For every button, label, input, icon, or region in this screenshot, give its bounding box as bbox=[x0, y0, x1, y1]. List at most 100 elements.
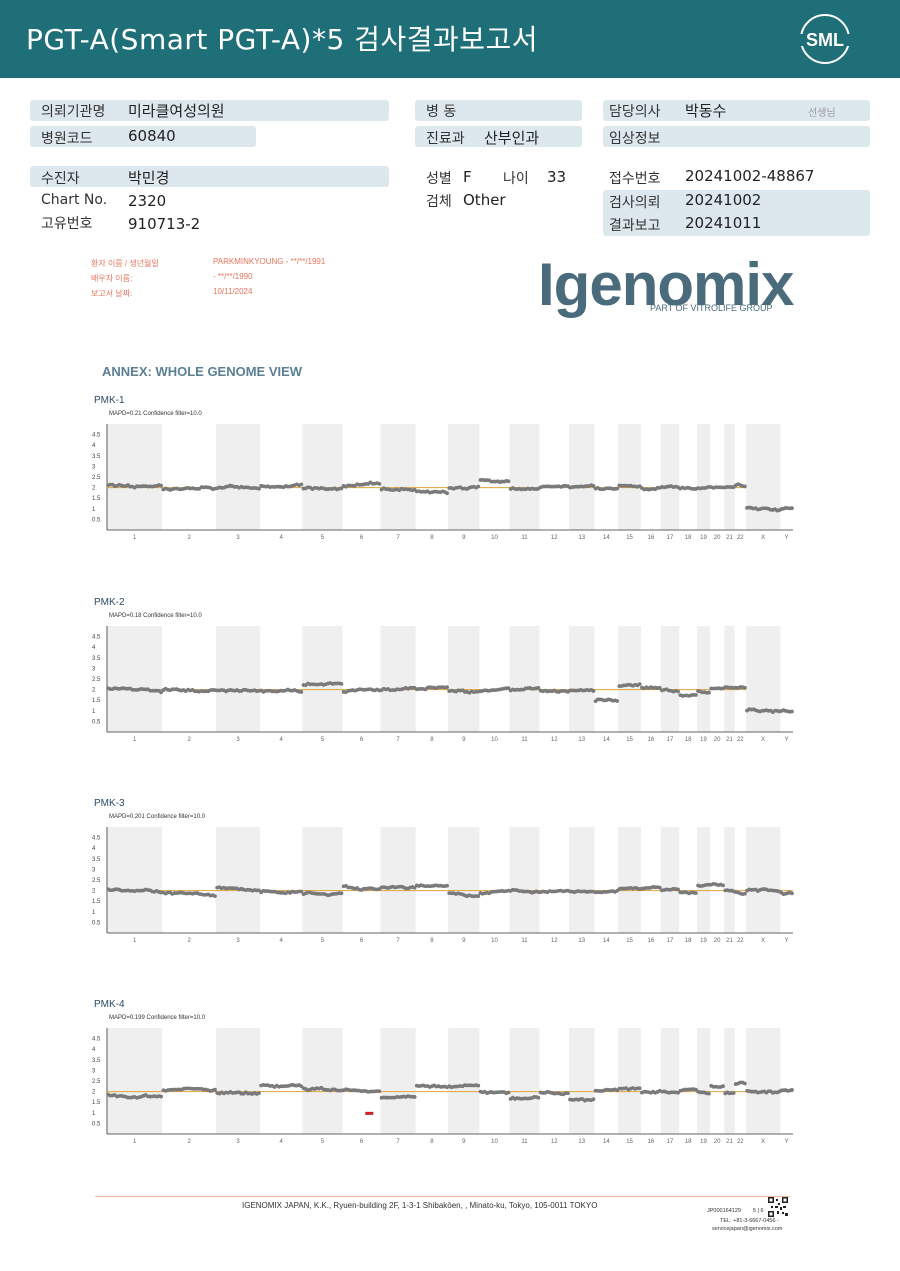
x-tick-label: 4 bbox=[280, 938, 284, 944]
x-tick-label: 16 bbox=[647, 1139, 654, 1145]
x-tick-label: 2 bbox=[188, 535, 192, 541]
x-tick-label: 4 bbox=[280, 737, 284, 743]
x-tick-label: 19 bbox=[700, 535, 707, 541]
cnv-point-chrY bbox=[790, 506, 794, 511]
chromosome-band-19 bbox=[696, 827, 711, 933]
x-tick-label: 18 bbox=[685, 737, 692, 743]
cnv-point-chr13 bbox=[591, 483, 596, 488]
x-tick-label: 6 bbox=[360, 535, 364, 541]
institution-value: 미라클여성의원 bbox=[128, 102, 225, 120]
chromosome-band-13 bbox=[568, 1028, 595, 1134]
cnv-point-chr14 bbox=[615, 699, 620, 703]
x-tick-label: 6 bbox=[360, 737, 364, 743]
x-tick-label: 2 bbox=[188, 737, 192, 743]
cnv-point-chr3 bbox=[257, 1091, 261, 1096]
x-tick-label: 22 bbox=[737, 737, 744, 743]
chart-title-pmk-2: PMK-2 bbox=[94, 597, 125, 608]
y-tick-label: 2.5 bbox=[92, 878, 101, 884]
cnv-point-chr6 bbox=[377, 481, 382, 486]
cnv-point-chr15 bbox=[637, 1086, 642, 1091]
y-tick-label: 2.5 bbox=[92, 475, 101, 481]
y-tick-label: 1 bbox=[92, 1111, 96, 1117]
y-tick-label: 3 bbox=[92, 666, 96, 672]
cnv-point-chrY bbox=[790, 709, 794, 714]
chromosome-band-11 bbox=[509, 827, 540, 933]
chromosome-band-7 bbox=[380, 626, 416, 732]
x-tick-label: 11 bbox=[521, 535, 528, 541]
y-tick-label: 3 bbox=[92, 1068, 96, 1074]
doctor-label: 담당의사 bbox=[609, 104, 661, 120]
x-tick-label: 13 bbox=[578, 938, 585, 944]
chromosome-band-11 bbox=[509, 626, 540, 732]
x-tick-label: 13 bbox=[578, 1139, 585, 1145]
cnv-outlier-point bbox=[365, 1111, 374, 1115]
x-tick-label: 5 bbox=[321, 1139, 325, 1145]
embedded-line3-value: 10/11/2024 bbox=[213, 287, 253, 296]
chart-subtitle-pmk-4: MAPD=0.199 Confidence filter=10.0 bbox=[109, 1015, 206, 1021]
x-tick-label: 17 bbox=[667, 535, 674, 541]
chromosome-band-11 bbox=[509, 424, 540, 530]
department-value: 산부인과 bbox=[484, 129, 540, 147]
y-tick-label: 2 bbox=[92, 1090, 96, 1096]
x-tick-label: 7 bbox=[396, 938, 400, 944]
chromosome-band-3 bbox=[216, 827, 261, 933]
specimen-label: 검체 bbox=[426, 194, 452, 210]
cnv-point-chr13 bbox=[591, 1097, 596, 1102]
x-tick-label: 11 bbox=[521, 938, 528, 944]
x-tick-label: Y bbox=[785, 938, 789, 944]
chromosome-band-21 bbox=[724, 827, 735, 933]
footer-page: 5 | 6 bbox=[753, 1208, 764, 1214]
request-date-value: 20241002 bbox=[685, 191, 762, 209]
y-tick-label: 0.5 bbox=[92, 719, 101, 725]
y-tick-label: 4 bbox=[92, 846, 96, 852]
x-tick-label: 3 bbox=[236, 938, 240, 944]
department-label: 진료과 bbox=[426, 131, 465, 147]
x-tick-label: 22 bbox=[737, 535, 744, 541]
x-tick-label: 1 bbox=[133, 938, 137, 944]
x-tick-label: 8 bbox=[430, 1139, 434, 1145]
y-tick-label: 3.5 bbox=[92, 454, 101, 460]
x-tick-label: 13 bbox=[578, 737, 585, 743]
x-tick-label: 17 bbox=[667, 737, 674, 743]
x-tick-label: 7 bbox=[396, 1139, 400, 1145]
x-tick-label: 15 bbox=[626, 1139, 633, 1145]
cnv-point-chr9 bbox=[476, 1083, 481, 1088]
x-tick-label: 8 bbox=[430, 737, 434, 743]
chromosome-band-9 bbox=[448, 1028, 480, 1134]
chromosome-band-X bbox=[745, 424, 781, 530]
cnv-point-chr22 bbox=[742, 891, 747, 896]
embedded-line1-label: 환자 이름 / 생년월일 bbox=[91, 259, 159, 268]
x-tick-label: 20 bbox=[714, 737, 721, 743]
cnv-point-chr3 bbox=[257, 486, 261, 491]
x-tick-label: 1 bbox=[133, 737, 137, 743]
x-tick-label: 7 bbox=[396, 737, 400, 743]
y-tick-label: 4.5 bbox=[92, 433, 101, 439]
cnv-point-chr21 bbox=[731, 1091, 736, 1095]
examinee-label: 수진자 bbox=[41, 171, 80, 187]
chromosome-band-21 bbox=[724, 424, 735, 530]
chromosome-band-15 bbox=[618, 424, 641, 530]
cnv-point-chr5 bbox=[339, 486, 344, 491]
x-tick-label: 15 bbox=[626, 535, 633, 541]
embedded-line3-label: 보고서 날짜: bbox=[91, 289, 133, 298]
chromosome-band-1 bbox=[107, 1028, 163, 1134]
x-tick-label: 18 bbox=[685, 1139, 692, 1145]
chromosome-band-9 bbox=[448, 827, 480, 933]
x-tick-label: 14 bbox=[603, 1139, 610, 1145]
footer-phone: TEL: +81-3-6667-0456 - bbox=[720, 1218, 779, 1224]
y-tick-label: 0.5 bbox=[92, 517, 101, 523]
chart-subtitle-pmk-3: MAPD=0.201 Confidence filter=10.0 bbox=[109, 814, 206, 820]
embedded-line1-value: PARKMINKYOUNG - **/**/1991 bbox=[213, 257, 326, 266]
chromosome-band-5 bbox=[302, 626, 343, 732]
chromosome-band-9 bbox=[448, 424, 480, 530]
x-tick-label: 5 bbox=[321, 535, 325, 541]
cnv-point-chr4 bbox=[299, 889, 304, 894]
x-tick-label: 21 bbox=[726, 737, 733, 743]
chromosome-band-13 bbox=[568, 424, 595, 530]
chromosome-band-17 bbox=[660, 827, 680, 933]
chromosome-band-5 bbox=[302, 827, 343, 933]
x-tick-label: 11 bbox=[521, 737, 528, 743]
y-tick-label: 1 bbox=[92, 709, 96, 715]
x-tick-label: 1 bbox=[133, 535, 137, 541]
institution-band bbox=[30, 100, 389, 121]
